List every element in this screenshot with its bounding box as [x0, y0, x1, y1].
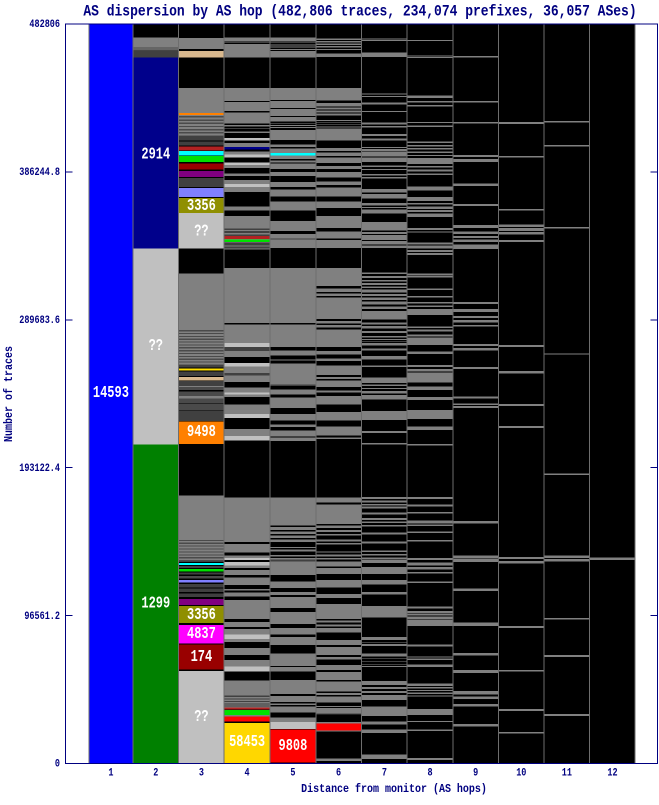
svg-text:193122.4: 193122.4 [19, 462, 60, 474]
svg-text:??: ?? [194, 708, 208, 726]
svg-text:9498: 9498 [187, 423, 216, 441]
svg-text:9: 9 [473, 767, 478, 779]
svg-text:3356: 3356 [187, 606, 216, 624]
svg-text:3356: 3356 [187, 197, 216, 215]
svg-text:10: 10 [516, 767, 526, 779]
svg-text:1: 1 [108, 767, 113, 779]
svg-text:3: 3 [199, 767, 204, 779]
svg-text:482806: 482806 [29, 18, 60, 30]
svg-text:Number of traces: Number of traces [3, 346, 16, 442]
svg-text:5: 5 [290, 767, 295, 779]
svg-text:8: 8 [427, 767, 432, 779]
svg-text:2914: 2914 [141, 146, 170, 164]
svg-text:AS dispersion by AS hop (482,8: AS dispersion by AS hop (482,806 traces,… [83, 4, 636, 21]
svg-text:4837: 4837 [187, 625, 216, 643]
svg-text:386244.8: 386244.8 [19, 166, 60, 178]
svg-text:12: 12 [607, 767, 617, 779]
svg-text:7: 7 [382, 767, 387, 779]
svg-text:Distance from monitor (AS hops: Distance from monitor (AS hops) [301, 783, 487, 796]
svg-text:11: 11 [562, 767, 572, 779]
svg-text:174: 174 [191, 648, 213, 666]
svg-text:??: ?? [194, 223, 208, 241]
svg-text:14593: 14593 [93, 384, 129, 402]
svg-text:4: 4 [245, 767, 250, 779]
svg-text:0: 0 [55, 758, 60, 770]
svg-text:96561.2: 96561.2 [24, 610, 60, 622]
svg-text:6: 6 [336, 767, 341, 779]
svg-text:58453: 58453 [229, 733, 265, 751]
svg-text:289683.6: 289683.6 [19, 314, 60, 326]
svg-text:??: ?? [149, 337, 163, 355]
svg-text:2: 2 [153, 767, 158, 779]
svg-text:1299: 1299 [141, 595, 170, 613]
svg-text:9808: 9808 [278, 737, 307, 755]
